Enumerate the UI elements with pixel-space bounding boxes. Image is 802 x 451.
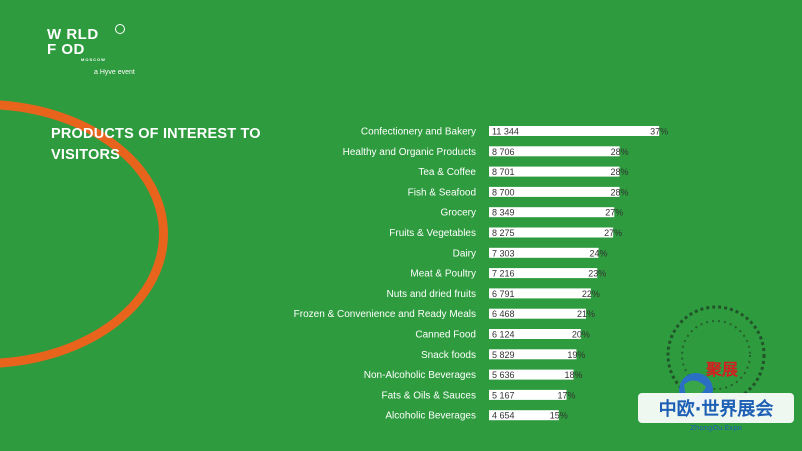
category-label: Non-Alcoholic Beverages <box>364 370 476 381</box>
watermark-latin: ZhongOu Expo <box>690 424 742 432</box>
percent-label: 27% <box>605 208 623 218</box>
watermark-badge-icon: 聚展 中欧·世界展会 ZhongOu Expo <box>638 305 794 432</box>
bar <box>489 410 559 421</box>
bar <box>489 329 581 339</box>
watermark-stamp: 聚展 <box>705 360 739 379</box>
value-label: 6 791 <box>492 289 515 299</box>
value-label: 8 275 <box>492 228 515 238</box>
world-food-logo: W RLD F OD MOSCOW a Hyve event <box>47 24 157 81</box>
bar <box>489 207 615 218</box>
bar <box>489 227 614 238</box>
category-label: Snack foods <box>421 350 476 361</box>
bar <box>489 166 620 177</box>
percent-label: 20% <box>572 330 590 340</box>
category-label: Meat & Poultry <box>410 269 476 280</box>
logo-line-2: F OD <box>47 41 85 58</box>
value-label: 6 468 <box>492 309 515 319</box>
category-label: Canned Food <box>415 330 476 341</box>
category-label: Fruits & Vegetables <box>389 228 476 239</box>
value-label: 11 344 <box>492 127 519 137</box>
value-label: 7 216 <box>492 269 515 279</box>
value-label: 8 349 <box>492 208 515 218</box>
percent-label: 21% <box>577 309 595 319</box>
bar <box>489 268 598 279</box>
value-label: 8 701 <box>492 167 515 177</box>
bar <box>489 146 620 157</box>
value-label: 5 167 <box>492 390 515 400</box>
percent-label: 17% <box>558 390 576 400</box>
logo-subtitle: a Hyve event <box>94 69 135 76</box>
logo-hexagon-icon <box>115 24 125 34</box>
logo-city: MOSCOW <box>81 57 106 62</box>
bar <box>489 186 620 197</box>
percent-label: 24% <box>590 248 608 258</box>
bar <box>489 369 574 380</box>
category-label: Frozen & Convenience and Ready Meals <box>294 309 476 320</box>
percent-label: 37% <box>650 127 668 137</box>
value-label: 8 700 <box>492 187 515 197</box>
percent-label: 27% <box>604 228 622 238</box>
percent-label: 23% <box>588 269 606 279</box>
value-label: 5 829 <box>492 350 515 360</box>
watermark: 聚展 中欧·世界展会 ZhongOu Expo <box>636 305 796 447</box>
value-label: 4 654 <box>492 411 515 421</box>
logo-line-1: W RLD <box>47 26 99 43</box>
watermark-name: 中欧·世界展会 <box>659 398 774 420</box>
category-label: Nuts and dried fruits <box>387 289 477 300</box>
value-label: 6 124 <box>492 330 515 340</box>
category-label: Healthy and Organic Products <box>343 147 476 158</box>
value-label: 7 303 <box>492 248 515 258</box>
percent-label: 28% <box>611 147 629 157</box>
percent-label: 19% <box>567 350 585 360</box>
percent-label: 22% <box>582 289 600 299</box>
value-label: 8 706 <box>492 147 515 157</box>
percent-label: 28% <box>611 167 629 177</box>
category-label: Confectionery and Bakery <box>361 127 476 138</box>
percent-label: 18% <box>565 370 583 380</box>
category-label: Fats & Oils & Sauces <box>382 390 476 401</box>
percent-label: 28% <box>611 187 629 197</box>
bar <box>489 349 577 360</box>
category-label: Dairy <box>453 248 476 259</box>
bar <box>489 247 599 258</box>
percent-label: 15% <box>550 411 568 421</box>
page-title: PRODUCTS OF INTEREST TO VISITORS <box>51 126 261 163</box>
category-label: Fish & Seafood <box>408 187 476 198</box>
bar <box>489 308 587 319</box>
bar <box>489 389 567 400</box>
bar <box>489 288 591 299</box>
category-label: Alcoholic Beverages <box>385 411 476 422</box>
category-label: Grocery <box>440 208 476 219</box>
bar <box>489 126 660 136</box>
value-label: 5 636 <box>492 370 515 380</box>
category-label: Tea & Coffee <box>418 167 476 178</box>
